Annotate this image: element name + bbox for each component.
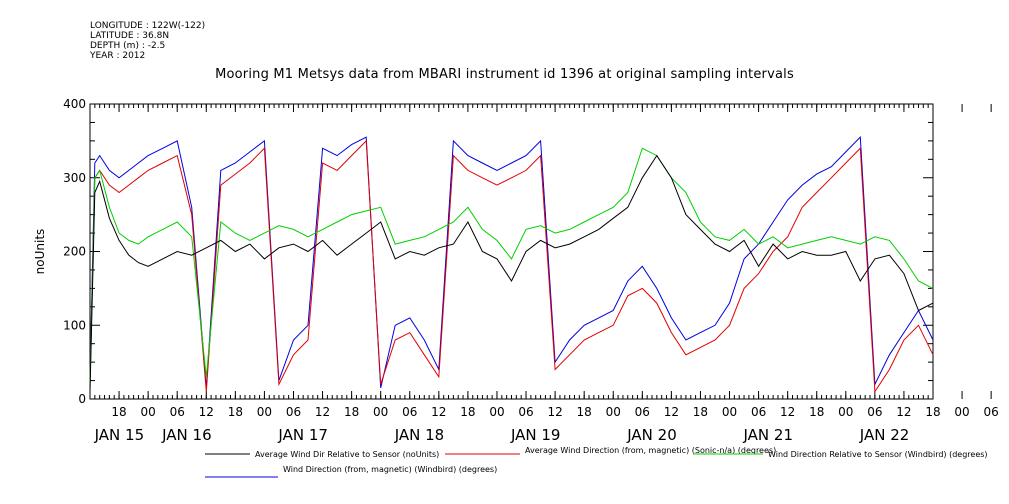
x-tick-label: 06: [286, 405, 301, 419]
x-date-label: JAN 21: [743, 426, 794, 444]
x-tick-label: 12: [547, 405, 562, 419]
series-line-1: [89, 139, 934, 394]
y-axis-label: noUnits: [33, 229, 47, 275]
x-date-label: JAN 19: [510, 426, 561, 444]
x-date-label: JAN 18: [394, 426, 445, 444]
x-tick-label: 18: [111, 405, 126, 419]
x-date-label: JAN 16: [161, 426, 212, 444]
x-tick-label: 18: [460, 405, 475, 419]
x-tick-label: 00: [954, 405, 969, 419]
x-tick-label: 12: [896, 405, 911, 419]
metadata-block: LONGITUDE : 122W(-122) LATITUDE : 36.8N …: [90, 21, 205, 61]
x-tick-label: 12: [315, 405, 330, 419]
y-tick-label: 200: [63, 245, 86, 259]
y-tick-label: 0: [78, 392, 86, 406]
x-tick-label: 00: [722, 405, 737, 419]
series-line-0: [89, 154, 934, 392]
y-tick-label: 300: [63, 171, 86, 185]
x-tick-label: 06: [518, 405, 533, 419]
y-tick-label: 100: [63, 318, 86, 332]
x-tick-label: 12: [780, 405, 795, 419]
x-tick-label: 00: [606, 405, 621, 419]
x-date-label: JAN 17: [277, 426, 328, 444]
x-tick-label: 00: [140, 405, 155, 419]
series-line-3: [89, 136, 934, 389]
legend-label-0: Average Wind Dir Relative to Sensor (noU…: [255, 450, 439, 459]
longitude-label: LONGITUDE : 122W(-122): [90, 21, 206, 31]
x-tick-label: 06: [867, 405, 882, 419]
x-tick-label: 00: [257, 405, 272, 419]
x-date-label: JAN 22: [859, 426, 910, 444]
x-tick-label: 18: [925, 405, 940, 419]
x-tick-label: 12: [199, 405, 214, 419]
x-tick-label: 06: [983, 405, 998, 419]
depth-label: DEPTH (m) : -2.5: [90, 41, 166, 51]
x-tick-label: 12: [664, 405, 679, 419]
x-tick-label: 12: [431, 405, 446, 419]
legend-label-1: Average Wind Direction (from, magnetic) …: [525, 446, 776, 455]
legend-label-3: Wind Direction (from, magnetic) (Windbir…: [283, 465, 497, 474]
x-tick-label: 18: [344, 405, 359, 419]
x-tick-label: 18: [693, 405, 708, 419]
x-tick-label: 00: [489, 405, 504, 419]
chart-title: Mooring M1 Metsys data from MBARI instru…: [215, 67, 794, 82]
x-tick-label: 06: [170, 405, 185, 419]
x-tick-label: 06: [402, 405, 417, 419]
x-date-label: JAN 20: [626, 426, 677, 444]
x-tick-label: 18: [228, 405, 243, 419]
y-tick-label: 400: [63, 97, 86, 111]
x-date-label: JAN 15: [94, 426, 145, 444]
x-tick-label: 06: [751, 405, 766, 419]
x-tick-label: 18: [809, 405, 824, 419]
x-tick-label: 06: [635, 405, 650, 419]
x-tick-label: 00: [838, 405, 853, 419]
x-tick-label: 18: [577, 405, 592, 419]
x-tick-label: 00: [373, 405, 388, 419]
series-line-2: [89, 147, 934, 385]
year-label: YEAR : 2012: [90, 51, 146, 61]
legend-label-2: Wind Direction Relative to Sensor (Windb…: [768, 450, 988, 459]
latitude-label: LATITUDE : 36.8N: [90, 31, 170, 41]
